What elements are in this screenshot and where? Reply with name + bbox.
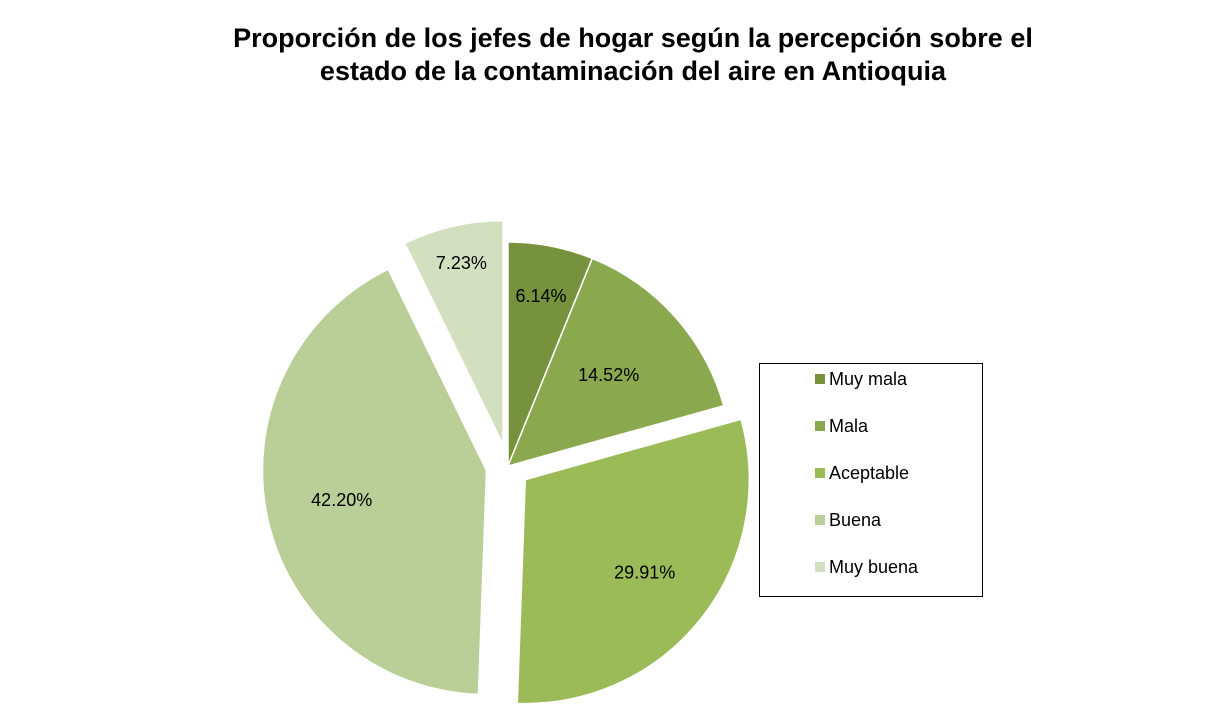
legend-swatch-buena — [815, 515, 825, 525]
data-label-aceptable: 29.91% — [614, 562, 675, 582]
legend-label-muy-buena: Muy buena — [829, 556, 919, 577]
legend-item-mala: Mala — [815, 416, 868, 436]
legend-label-buena: Buena — [829, 509, 882, 530]
legend-swatch-aceptable — [815, 468, 825, 478]
pie-slice-aceptable — [516, 418, 751, 705]
legend-swatch-mala — [815, 421, 825, 431]
legend-swatch-muy-buena — [815, 562, 825, 572]
data-label-muy-buena: 7.23% — [436, 253, 487, 273]
chart-title: Proporción de los jefes de hogar según l… — [0, 22, 1214, 88]
legend-item-buena: Buena — [815, 510, 881, 530]
data-label-buena: 42.20% — [311, 490, 372, 510]
legend-item-muy-buena: Muy buena — [815, 557, 918, 577]
pie-slice-buena — [261, 268, 488, 696]
legend-item-muy-mala: Muy mala — [815, 369, 907, 389]
legend-swatch-muy-mala — [815, 374, 825, 384]
data-label-mala: 14.52% — [578, 365, 639, 385]
pie-slice-mala — [507, 257, 725, 467]
chart-legend: Muy mala Mala Aceptable Buena Muy buena — [759, 363, 983, 597]
legend-label-mala: Mala — [829, 415, 869, 436]
chart-title-line-2: estado de la contaminación del aire en A… — [319, 56, 947, 86]
legend-item-aceptable: Aceptable — [815, 463, 909, 483]
data-label-muy-mala: 6.14% — [515, 286, 566, 306]
chart-title-line-1: Proporción de los jefes de hogar según l… — [233, 23, 1033, 53]
pie-slice-muy-buena — [404, 219, 504, 446]
legend-label-muy-mala: Muy mala — [829, 368, 908, 389]
legend-label-aceptable: Aceptable — [829, 462, 910, 483]
